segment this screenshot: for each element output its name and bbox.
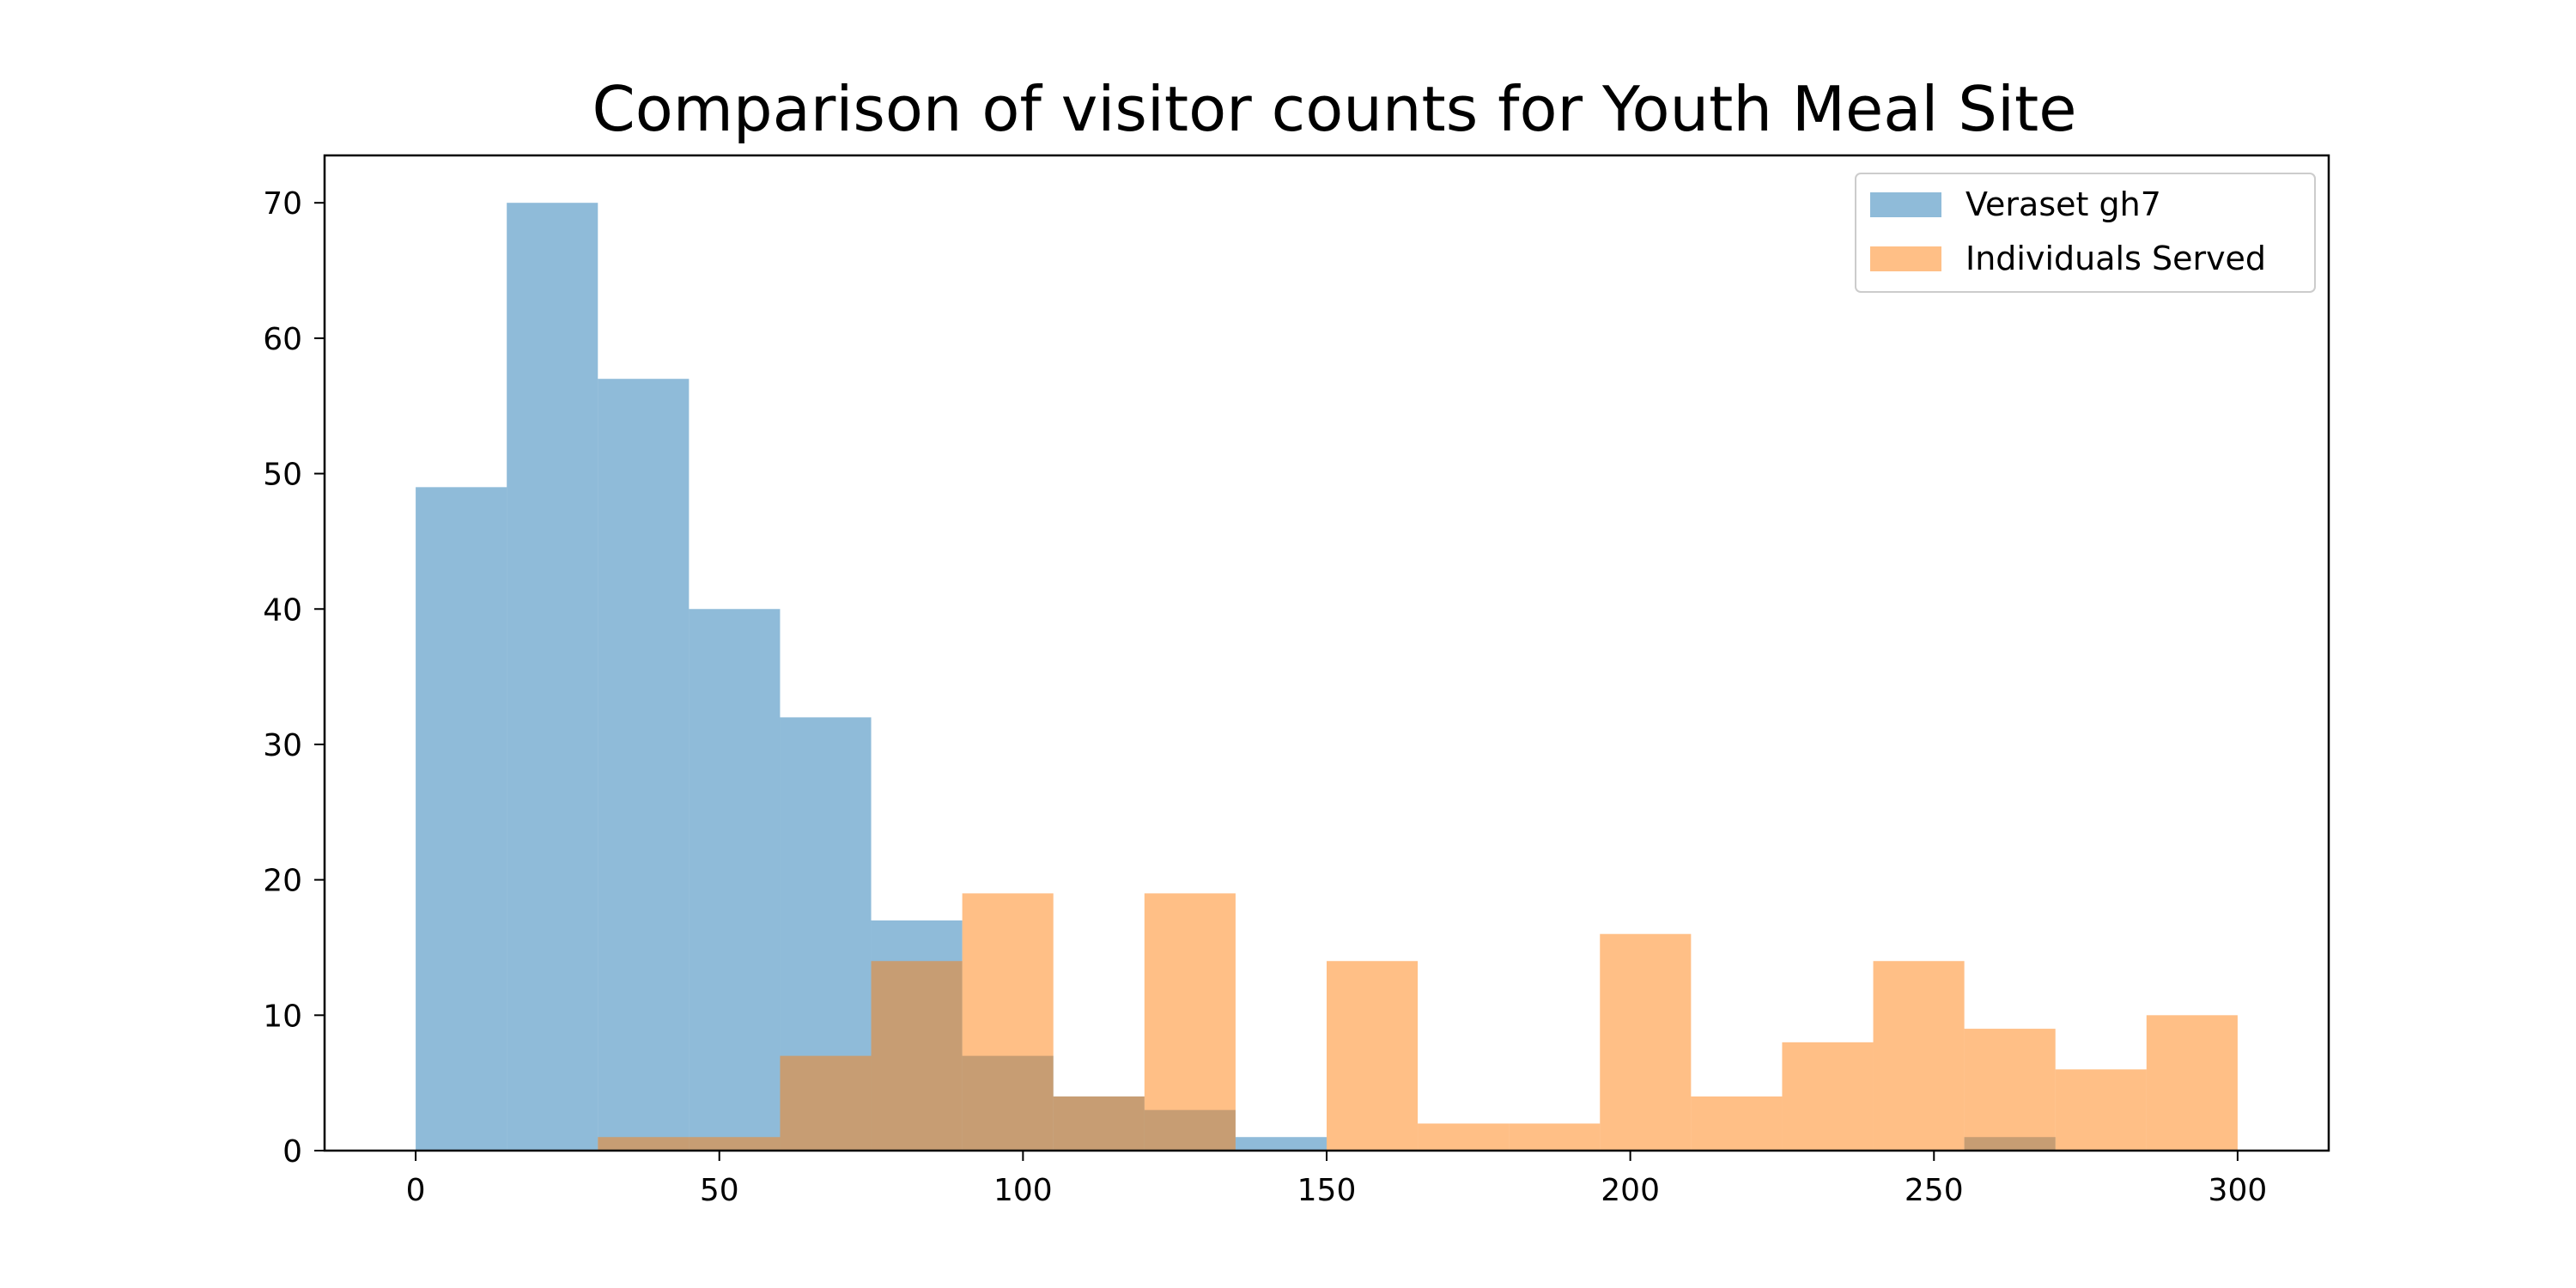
histogram-bar	[416, 487, 507, 1151]
y-tick-label: 30	[263, 728, 302, 763]
histogram-bar	[1600, 933, 1692, 1151]
y-axis: 0 10 20 30 40 50 60 70	[263, 186, 325, 1170]
y-tick-label: 0	[283, 1134, 302, 1170]
x-tick-label: 200	[1601, 1173, 1660, 1208]
histogram-bar	[598, 379, 690, 1151]
histogram-bar	[689, 1137, 781, 1151]
y-tick-label: 40	[263, 592, 302, 628]
histogram-bar	[1509, 1123, 1601, 1151]
y-tick-label: 50	[263, 458, 302, 493]
y-tick-label: 60	[263, 322, 302, 357]
histogram-bar	[1144, 893, 1236, 1151]
histogram-bar	[1964, 1029, 2056, 1151]
chart-title: Comparison of visitor counts for Youth M…	[592, 73, 2076, 145]
histogram-bar	[1418, 1123, 1510, 1151]
legend-label: Veraset gh7	[1965, 185, 2161, 223]
legend-label: Individuals Served	[1965, 240, 2266, 277]
histogram-bar	[1782, 1042, 1874, 1151]
x-tick-label: 150	[1297, 1173, 1357, 1208]
histogram-bar	[689, 609, 781, 1151]
legend-swatch	[1870, 192, 1941, 217]
y-tick-label: 70	[263, 186, 302, 222]
x-tick-label: 50	[700, 1173, 739, 1208]
legend: Veraset gh7 Individuals Served	[1855, 173, 2316, 293]
histogram-bar	[962, 893, 1054, 1151]
legend-box	[1855, 173, 2316, 293]
y-tick-label: 20	[263, 864, 302, 899]
histogram-bar	[598, 1137, 690, 1151]
histogram-bar	[1327, 961, 1419, 1151]
bars-layer	[416, 203, 2238, 1151]
x-tick-label: 0	[406, 1173, 426, 1208]
histogram-bar	[871, 961, 963, 1151]
series-1-bars	[598, 893, 2238, 1151]
histogram-bar	[2146, 1015, 2238, 1151]
legend-swatch	[1870, 246, 1941, 271]
x-tick-label: 100	[993, 1173, 1053, 1208]
x-tick-label: 250	[1905, 1173, 1964, 1208]
x-tick-label: 300	[2208, 1173, 2268, 1208]
y-tick-label: 10	[263, 999, 302, 1034]
histogram-bar	[1691, 1096, 1783, 1151]
histogram-bar	[1235, 1137, 1327, 1151]
histogram-bar	[507, 203, 598, 1151]
histogram-bar	[1053, 1096, 1145, 1151]
histogram-bar	[780, 1055, 872, 1151]
histogram-bar	[2055, 1069, 2147, 1151]
x-axis: 0 50 100 150 200 250 300	[406, 1151, 2268, 1208]
histogram-bar	[1873, 961, 1965, 1151]
